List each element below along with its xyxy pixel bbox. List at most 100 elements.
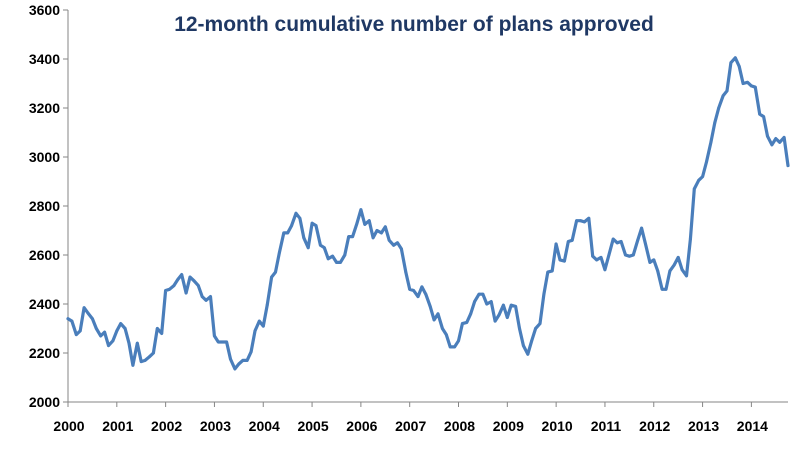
data-point [570,238,574,242]
data-point [554,242,558,246]
data-point [729,61,733,65]
data-point [774,137,778,141]
data-point [640,226,643,230]
data-point [160,332,164,335]
data-point [457,339,460,343]
data-point [599,256,603,259]
data-point [701,175,704,179]
x-tick-label: 2013 [688,418,719,434]
data-point [412,289,415,292]
data-point [314,224,318,228]
data-point [750,84,753,88]
data-point [428,305,432,308]
data-point [436,312,440,316]
data-point [685,274,688,278]
data-point [355,221,359,225]
data-point [424,292,428,296]
data-point [518,327,521,330]
x-tick-label: 2005 [297,418,328,434]
data-point [611,237,615,241]
data-point [392,243,395,247]
data-point [575,219,578,223]
x-tick-label: 2002 [151,418,182,434]
data-point [782,136,786,139]
data-point [758,112,762,116]
data-point [91,317,94,321]
data-point [725,89,729,93]
data-point [200,295,204,298]
data-point [607,253,611,257]
data-point [164,289,168,292]
series-line [66,56,790,371]
data-point [213,334,216,338]
data-point [705,160,708,164]
data-point [229,357,232,361]
x-tick-label: 2009 [493,418,524,434]
x-tick-label: 2004 [249,418,280,434]
y-tick-label: 2400 [29,296,60,312]
data-point [139,360,143,363]
data-point [270,275,273,279]
series-group [66,56,790,371]
data-point [778,140,782,144]
data-point [286,231,290,235]
y-tick-label: 3400 [29,51,60,67]
data-point [692,187,696,191]
data-point [631,253,635,257]
data-point [505,316,509,319]
data-point [542,292,546,296]
data-point [465,321,469,324]
data-point [786,164,790,168]
data-point [489,300,493,303]
data-point [123,327,127,330]
data-point [514,305,517,308]
data-point [233,367,237,371]
data-point [636,238,640,242]
data-point [583,220,586,224]
data-point [241,359,245,362]
data-point [335,261,338,264]
y-tick-label: 2600 [29,247,60,263]
data-point [656,269,660,273]
data-point [99,334,103,338]
x-axis: 2000 2001 2002 2003 2004 2005 2006 2007 2008 2009… [53,402,768,434]
data-point [347,235,351,239]
y-tick-label: 2200 [29,345,60,361]
x-tick-label: 2008 [444,418,475,434]
data-point [343,253,347,257]
x-tick-label: 2010 [542,418,573,434]
data-point [82,306,86,310]
data-point [432,318,436,322]
data-point [766,134,769,138]
data-point [538,322,542,325]
data-point [741,82,745,85]
data-point [628,254,631,258]
x-tick-label: 2003 [200,418,231,434]
data-point [375,229,379,232]
data-point [298,216,302,220]
data-point [697,178,701,182]
data-point [563,259,566,263]
data-point [66,317,70,321]
data-point [603,268,607,272]
data-point [180,273,184,276]
y-tick-label: 2800 [29,198,60,214]
data-point [717,106,721,110]
data-point [587,216,591,220]
data-point [676,256,680,259]
data-point [115,329,119,333]
data-point [689,237,692,241]
data-point [225,340,229,344]
data-point [278,251,281,255]
data-point [481,292,485,296]
data-point [310,221,314,225]
data-point [509,303,513,307]
data-point [502,303,505,307]
data-point [497,313,501,317]
data-point [249,350,253,354]
data-point [152,351,155,355]
data-point [261,324,265,328]
data-point [103,330,106,334]
y-axis: 2000 2200 2400 2600 2800 3000 3200 3400 3600 [29,2,68,410]
data-point [339,261,342,264]
